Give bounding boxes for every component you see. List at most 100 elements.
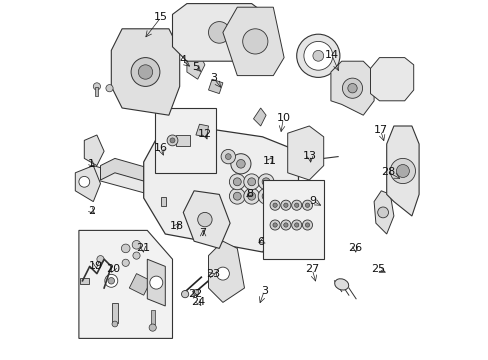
- Circle shape: [93, 83, 101, 90]
- Circle shape: [121, 244, 130, 253]
- Text: 15: 15: [154, 12, 168, 22]
- Polygon shape: [223, 7, 284, 76]
- Text: 28: 28: [380, 167, 394, 177]
- Polygon shape: [287, 126, 323, 180]
- Polygon shape: [208, 241, 244, 302]
- Circle shape: [104, 274, 118, 287]
- Circle shape: [197, 212, 212, 227]
- Polygon shape: [154, 108, 215, 173]
- Circle shape: [280, 220, 290, 230]
- Circle shape: [131, 58, 160, 86]
- Text: 3: 3: [260, 286, 267, 296]
- Polygon shape: [208, 79, 223, 94]
- Circle shape: [229, 174, 244, 190]
- Circle shape: [272, 203, 277, 207]
- Polygon shape: [79, 166, 265, 212]
- Text: 10: 10: [276, 113, 290, 123]
- Circle shape: [303, 41, 332, 70]
- Text: 27: 27: [305, 264, 319, 274]
- Circle shape: [247, 192, 255, 200]
- Circle shape: [302, 220, 312, 230]
- Polygon shape: [143, 122, 298, 252]
- Circle shape: [230, 154, 250, 174]
- Circle shape: [283, 223, 287, 227]
- Polygon shape: [147, 259, 165, 306]
- Text: 6: 6: [257, 237, 264, 247]
- Text: 23: 23: [205, 269, 220, 279]
- Circle shape: [312, 50, 323, 61]
- Polygon shape: [111, 29, 179, 115]
- Circle shape: [371, 70, 400, 99]
- Polygon shape: [330, 61, 373, 115]
- Circle shape: [233, 192, 241, 200]
- Text: 16: 16: [154, 143, 168, 153]
- Circle shape: [108, 278, 114, 284]
- Circle shape: [258, 174, 273, 190]
- Circle shape: [132, 240, 141, 249]
- Circle shape: [280, 200, 290, 210]
- Circle shape: [389, 158, 415, 184]
- Polygon shape: [84, 135, 104, 166]
- Circle shape: [269, 220, 280, 230]
- Circle shape: [106, 85, 113, 92]
- Text: 18: 18: [169, 221, 183, 231]
- Circle shape: [221, 149, 235, 164]
- Circle shape: [305, 223, 309, 227]
- Circle shape: [382, 80, 390, 89]
- Circle shape: [247, 178, 255, 186]
- Text: 4: 4: [179, 55, 186, 66]
- Circle shape: [122, 259, 129, 266]
- Polygon shape: [386, 126, 418, 216]
- Circle shape: [262, 178, 269, 186]
- Circle shape: [272, 188, 288, 204]
- Polygon shape: [370, 58, 413, 101]
- Circle shape: [133, 252, 140, 259]
- Polygon shape: [129, 274, 151, 295]
- Circle shape: [305, 203, 309, 207]
- Text: 20: 20: [106, 264, 120, 274]
- Circle shape: [170, 138, 175, 143]
- Circle shape: [225, 154, 231, 159]
- Circle shape: [181, 291, 188, 298]
- Circle shape: [269, 200, 280, 210]
- Circle shape: [294, 203, 298, 207]
- Text: 19: 19: [89, 261, 103, 271]
- Circle shape: [112, 321, 118, 327]
- Text: 17: 17: [373, 125, 387, 135]
- Text: 5: 5: [192, 62, 199, 72]
- Text: 13: 13: [303, 150, 316, 161]
- Text: 22: 22: [187, 289, 202, 300]
- Circle shape: [236, 159, 244, 168]
- Polygon shape: [253, 108, 265, 126]
- Circle shape: [302, 200, 312, 210]
- Polygon shape: [186, 50, 204, 79]
- Circle shape: [233, 178, 241, 186]
- Text: 11: 11: [262, 156, 276, 166]
- Bar: [161, 197, 166, 206]
- Polygon shape: [262, 180, 323, 259]
- Circle shape: [244, 174, 259, 190]
- Circle shape: [291, 200, 301, 210]
- Text: 21: 21: [136, 243, 150, 253]
- Text: 24: 24: [191, 297, 205, 307]
- Bar: [112, 303, 117, 323]
- Circle shape: [347, 84, 356, 93]
- Circle shape: [244, 188, 259, 204]
- Circle shape: [229, 188, 244, 204]
- Circle shape: [283, 203, 287, 207]
- Bar: [176, 135, 190, 146]
- Circle shape: [149, 324, 156, 331]
- Text: 9: 9: [309, 196, 316, 206]
- Text: 25: 25: [370, 264, 385, 274]
- Text: 3: 3: [210, 73, 217, 84]
- Polygon shape: [101, 158, 215, 202]
- Polygon shape: [183, 191, 230, 248]
- Polygon shape: [75, 166, 101, 202]
- Circle shape: [258, 188, 273, 204]
- Circle shape: [216, 267, 229, 280]
- Circle shape: [79, 176, 89, 187]
- Circle shape: [296, 34, 339, 77]
- Circle shape: [342, 78, 362, 98]
- Polygon shape: [373, 191, 393, 234]
- Text: 7: 7: [199, 228, 206, 238]
